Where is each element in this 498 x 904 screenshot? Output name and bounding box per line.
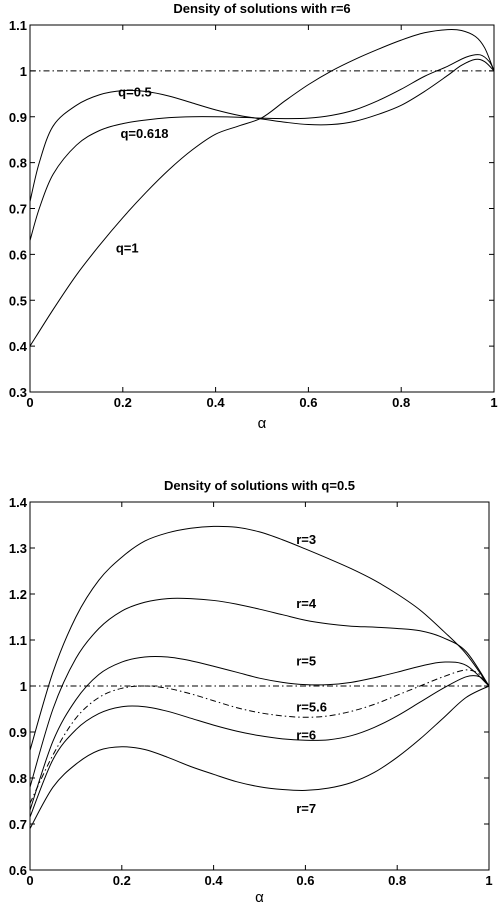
x-tick-label: 0.6 bbox=[299, 395, 317, 410]
top-density-chart: Density of solutions with r=6 0 0.2 0.4 0.6 0… bbox=[9, 1, 498, 432]
x-tick-label: 0 bbox=[26, 395, 33, 410]
x-tick-label: 0.4 bbox=[205, 873, 224, 888]
y-tick-label: 0.9 bbox=[9, 110, 27, 125]
y-tick-label: 1.1 bbox=[9, 633, 27, 648]
x-tick-label: 1 bbox=[490, 395, 497, 410]
chart-title: Density of solutions with q=0.5 bbox=[164, 478, 355, 493]
y-tick-label: 0.6 bbox=[9, 863, 27, 878]
y-tick-label: 0.3 bbox=[9, 385, 27, 400]
curve-label-q-0-5: q=0.5 bbox=[118, 85, 152, 100]
x-axis-label: α bbox=[258, 415, 267, 432]
y-tick-label: 1 bbox=[20, 679, 27, 694]
x-tick-label: 0.4 bbox=[207, 395, 226, 410]
y-tick-label: 1.1 bbox=[9, 18, 27, 33]
y-tick-label: 1.4 bbox=[9, 495, 28, 510]
bottom-density-chart: Density of solutions with q=0.5 0 0.2 0.4 0.… bbox=[9, 478, 493, 904]
x-tick-label: 0.2 bbox=[114, 395, 132, 410]
curve-label-r-5: r=5 bbox=[296, 654, 316, 669]
series-line-q-0-5 bbox=[29, 58, 495, 202]
y-tick-label: 0.9 bbox=[9, 725, 27, 740]
chart-title: Density of solutions with r=6 bbox=[173, 1, 350, 16]
y-tick-label: 0.6 bbox=[9, 247, 27, 262]
series-line-r-5 bbox=[29, 655, 490, 811]
curve-label-r-6: r=6 bbox=[296, 727, 316, 742]
curve-label-r-3: r=3 bbox=[296, 532, 316, 547]
x-tick-label: 0 bbox=[26, 873, 33, 888]
y-tick-label: 0.5 bbox=[9, 293, 27, 308]
y-tick-label: 1 bbox=[20, 64, 27, 79]
y-tick-label: 0.7 bbox=[9, 817, 27, 832]
curve-label-r-5-6: r=5.6 bbox=[296, 700, 327, 715]
series-line-r-6 bbox=[29, 675, 490, 818]
curve-label-q-1: q=1 bbox=[116, 240, 139, 255]
x-axis-label: α bbox=[255, 889, 264, 904]
series-line-r-7 bbox=[29, 685, 490, 829]
series-line-q-0-618 bbox=[29, 54, 495, 241]
x-tick-label: 0.8 bbox=[388, 873, 406, 888]
y-tick-label: 0.4 bbox=[9, 339, 28, 354]
plot-frame bbox=[29, 24, 495, 393]
x-tick-label: 0.8 bbox=[392, 395, 410, 410]
curve-label-q-0-618: q=0.618 bbox=[120, 126, 168, 141]
curve-label-r-7: r=7 bbox=[296, 801, 316, 816]
y-tick-label: 1.3 bbox=[9, 541, 27, 556]
x-tick-label: 0.2 bbox=[113, 873, 131, 888]
y-tick-label: 0.7 bbox=[9, 202, 27, 217]
y-tick-label: 0.8 bbox=[9, 771, 27, 786]
y-tick-label: 0.8 bbox=[9, 156, 27, 171]
y-tick-label: 1.2 bbox=[9, 587, 27, 602]
series-line-r-5-6 bbox=[29, 669, 490, 804]
series-line-q-1 bbox=[29, 28, 495, 347]
x-tick-label: 0.6 bbox=[296, 873, 314, 888]
x-tick-label: 1 bbox=[485, 873, 492, 888]
curve-label-r-4: r=4 bbox=[296, 596, 317, 611]
series-line-r-3 bbox=[29, 525, 490, 751]
series-line-r-4 bbox=[29, 597, 490, 788]
